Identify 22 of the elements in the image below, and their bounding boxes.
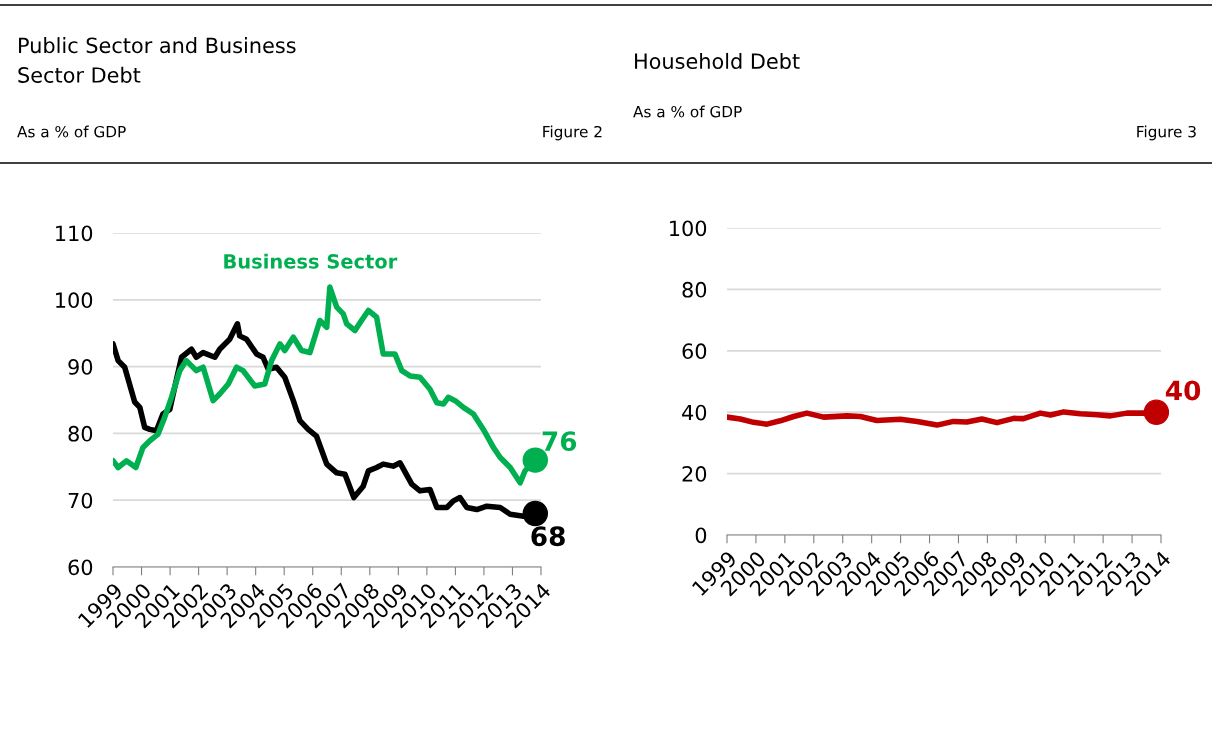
chart-subtitle: As a % of GDP bbox=[633, 105, 742, 118]
data-label: 76 bbox=[542, 431, 577, 452]
y-tick-label: 70 bbox=[68, 492, 93, 509]
y-tick-label: 90 bbox=[68, 359, 93, 375]
chart-title: Public Sector and Business Sector Debt bbox=[18, 37, 296, 83]
data-label: 68 bbox=[531, 526, 565, 547]
chart-subtitle: As a % of GDP bbox=[17, 125, 126, 138]
y-tick-label: 0 bbox=[695, 527, 707, 544]
data-label: 40 bbox=[1165, 380, 1201, 401]
caption: Figure 3 bbox=[1137, 125, 1196, 141]
y-tick-label: 80 bbox=[682, 281, 707, 298]
y-tick-label: 60 bbox=[682, 343, 707, 360]
y-tick-label: 60 bbox=[68, 559, 93, 576]
chart-title: Household Debt bbox=[635, 52, 800, 70]
y-tick-label: 20 bbox=[682, 466, 707, 482]
y-tick-label: 40 bbox=[682, 404, 707, 421]
y-tick-label: 110 bbox=[56, 225, 93, 242]
y-tick-label: 80 bbox=[68, 425, 93, 442]
series-label: Business Sector bbox=[224, 253, 398, 269]
y-tick-label: 100 bbox=[670, 220, 707, 237]
y-tick-label: 100 bbox=[56, 292, 93, 309]
caption: Figure 2 bbox=[543, 125, 602, 141]
